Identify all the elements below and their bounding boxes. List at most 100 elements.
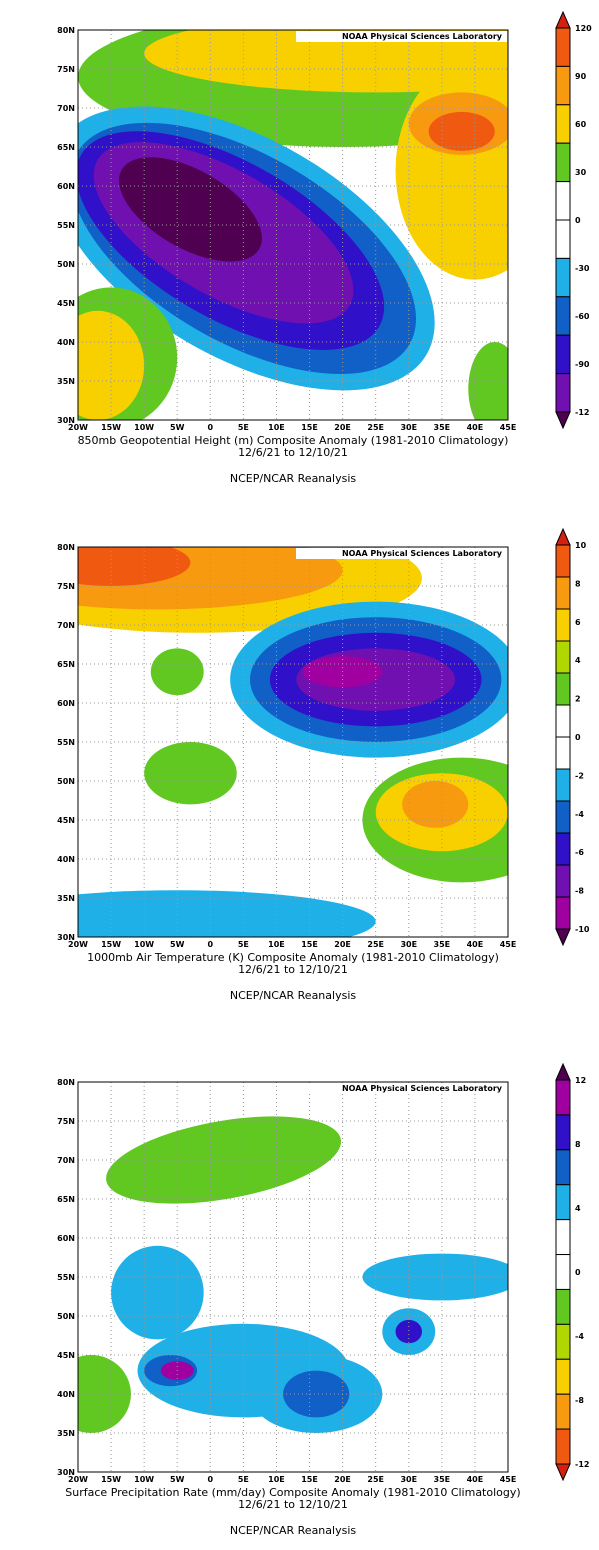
lon-label: 35E xyxy=(434,423,451,432)
map-panel: 20W 15W 10W 5W 0 5E 10E 15E 20E 25E 30E 35E 40E 45E80… xyxy=(57,10,592,485)
contour-region xyxy=(283,1370,350,1418)
lon-label: 20W xyxy=(68,940,88,949)
lat-label: 75N xyxy=(57,1117,75,1126)
lon-label: 10E xyxy=(268,940,285,949)
lat-label: 65N xyxy=(57,660,75,669)
colorbar-box xyxy=(555,608,571,642)
lat-label: 35N xyxy=(57,1429,75,1438)
colorbar-box xyxy=(555,1323,571,1360)
colorbar-box xyxy=(555,800,571,834)
colorbar-box xyxy=(555,334,571,375)
colorbar-label: -12 xyxy=(575,408,589,417)
colorbar-box xyxy=(555,896,571,930)
lon-label: 35E xyxy=(434,1475,451,1484)
colorbar-label: 90 xyxy=(575,72,587,81)
contour-region xyxy=(362,1253,508,1301)
lat-label: 60N xyxy=(57,182,75,191)
colorbar-label: -4 xyxy=(575,810,584,819)
lat-label: 50N xyxy=(57,260,75,269)
lat-label: 70N xyxy=(57,104,75,113)
colorbar-box xyxy=(555,65,571,106)
colorbar-box xyxy=(555,736,571,770)
map-title: 12/6/21 to 12/10/21 xyxy=(238,1498,348,1511)
map-field xyxy=(78,30,508,420)
colorbar-box xyxy=(555,1219,571,1256)
lat-label: 40N xyxy=(57,1390,75,1399)
lon-label: 15W xyxy=(101,940,121,949)
lat-label: 70N xyxy=(57,621,75,630)
lat-label: 70N xyxy=(57,1156,75,1165)
colorbar-box xyxy=(555,544,571,578)
lat-label: 80N xyxy=(57,1078,75,1087)
colorbar-label: 60 xyxy=(575,120,587,129)
colorbar-label: 8 xyxy=(575,1140,581,1149)
lon-label: 15E xyxy=(301,423,318,432)
contour-region xyxy=(402,781,469,828)
colorbar-box xyxy=(555,640,571,674)
colorbar-box xyxy=(555,1079,571,1116)
colorbar-box xyxy=(555,672,571,706)
lat-label: 60N xyxy=(57,699,75,708)
contour-region xyxy=(78,1355,131,1433)
colorbar-box xyxy=(555,296,571,336)
colorbar-arrow xyxy=(555,411,571,430)
colorbar-label: 120 xyxy=(575,24,592,33)
map-field xyxy=(78,547,508,937)
lat-label: 55N xyxy=(57,738,75,747)
lon-label: 10W xyxy=(134,940,154,949)
colorbar-box xyxy=(555,576,571,610)
lon-label: 30E xyxy=(400,423,417,432)
lon-label: 30E xyxy=(400,940,417,949)
lat-label: 75N xyxy=(57,582,75,591)
lon-label: 5E xyxy=(238,423,249,432)
colorbar-box xyxy=(555,142,571,183)
contour-region xyxy=(468,342,508,420)
lon-label: 40E xyxy=(467,940,484,949)
map-frame xyxy=(77,29,509,421)
colorbar-box xyxy=(555,257,571,298)
colorbar-box xyxy=(555,864,571,898)
source: NCEP/NCAR Reanalysis xyxy=(230,989,356,1002)
lat-label: 40N xyxy=(57,855,75,864)
colorbar-label: 6 xyxy=(575,618,581,627)
lat-label: 30N xyxy=(57,1468,75,1477)
lon-label: 15E xyxy=(301,1475,318,1484)
lon-label: 45E xyxy=(500,423,517,432)
lat-label: 75N xyxy=(57,65,75,74)
contour-region xyxy=(144,742,237,805)
lat-label: 80N xyxy=(57,543,75,552)
lon-label: 15W xyxy=(101,423,121,432)
lon-label: 35E xyxy=(434,940,451,949)
contour-region xyxy=(395,1319,422,1344)
lon-label: 10W xyxy=(134,423,154,432)
lat-label: 30N xyxy=(57,416,75,425)
lon-label: 10E xyxy=(268,1475,285,1484)
lon-label: 25E xyxy=(367,1475,384,1484)
colorbar-box xyxy=(555,704,571,738)
lat-label: 80N xyxy=(57,26,75,35)
lon-label: 0 xyxy=(208,940,214,949)
contour-region xyxy=(78,547,191,586)
lon-label: 15E xyxy=(301,940,318,949)
colorbar-box xyxy=(555,1288,571,1325)
colorbar-label: 30 xyxy=(575,168,587,177)
lon-label: 5W xyxy=(170,423,185,432)
lat-label: 55N xyxy=(57,221,75,230)
colorbar-label: -4 xyxy=(575,1332,584,1341)
lat-label: 50N xyxy=(57,777,75,786)
colorbar-label: 0 xyxy=(575,1268,581,1277)
credit-box xyxy=(296,1083,507,1094)
colorbar-box xyxy=(555,1254,571,1290)
colorbar-label: 2 xyxy=(575,695,581,704)
lon-label: 0 xyxy=(208,1475,214,1484)
map-frame xyxy=(77,546,509,938)
lat-label: 55N xyxy=(57,1273,75,1282)
map-title: 12/6/21 to 12/10/21 xyxy=(238,963,348,976)
credit-box xyxy=(296,31,507,42)
map-panel: 20W 15W 10W 5W 0 5E 10E 15E 20E 25E 30E 35E 40E 45E80… xyxy=(57,527,590,1002)
colorbar-box xyxy=(555,1114,571,1151)
colorbar-label: 4 xyxy=(575,1204,581,1213)
colorbar-box xyxy=(555,832,571,866)
colorbar-arrow xyxy=(555,928,571,947)
lon-label: 45E xyxy=(500,940,517,949)
